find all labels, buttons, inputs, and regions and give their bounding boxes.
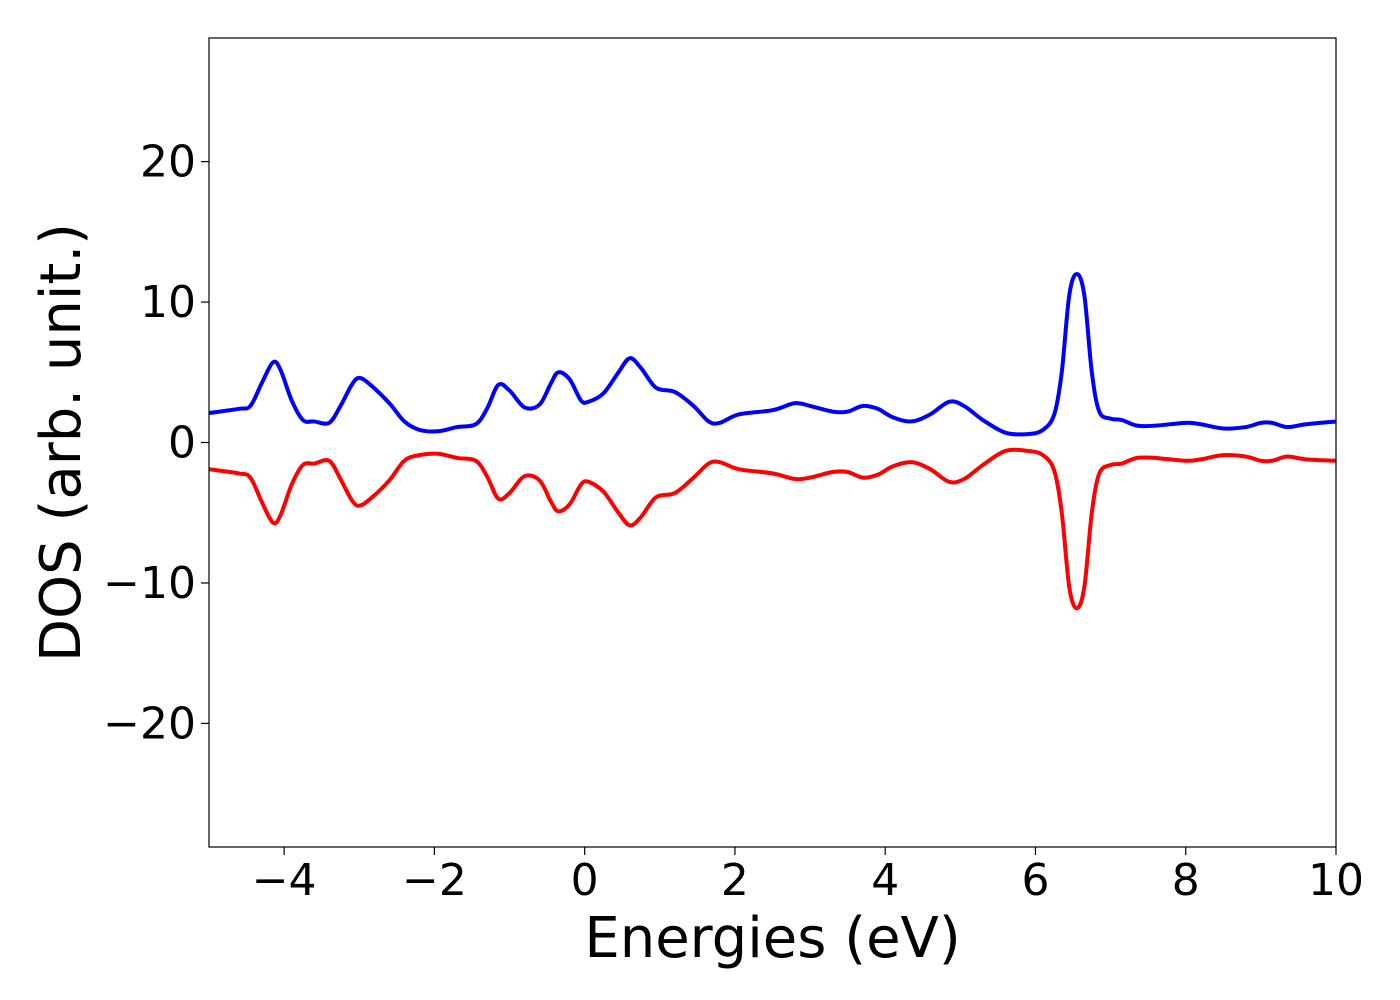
- y-tick-label: 10: [140, 277, 196, 328]
- x-tick-label: −2: [402, 855, 467, 906]
- x-axis-label: Energies (eV): [584, 906, 960, 971]
- x-tick-label: 6: [1021, 855, 1049, 906]
- x-tick-label: 8: [1172, 855, 1200, 906]
- series-line-2: [209, 447, 1336, 611]
- x-tick-label: 2: [721, 855, 749, 906]
- y-tick-label: 0: [168, 418, 196, 469]
- y-axis-ticks: −20 −10 0 10 20: [103, 137, 209, 749]
- x-tick-label: 4: [871, 855, 899, 906]
- x-tick-label: 0: [571, 855, 599, 906]
- x-axis-ticks: −4 −2 0 2 4 6 8 10: [252, 847, 1364, 906]
- plot-area: [209, 271, 1336, 611]
- series-line-1: [209, 271, 1336, 437]
- x-tick-label: −4: [252, 855, 317, 906]
- y-tick-label: −10: [103, 558, 196, 609]
- y-tick-label: −20: [103, 698, 196, 749]
- y-axis-label: DOS (arb. unit.): [29, 223, 94, 662]
- x-tick-label: 10: [1308, 855, 1364, 906]
- plot-frame: [208, 37, 1337, 848]
- y-tick-label: 20: [140, 137, 196, 188]
